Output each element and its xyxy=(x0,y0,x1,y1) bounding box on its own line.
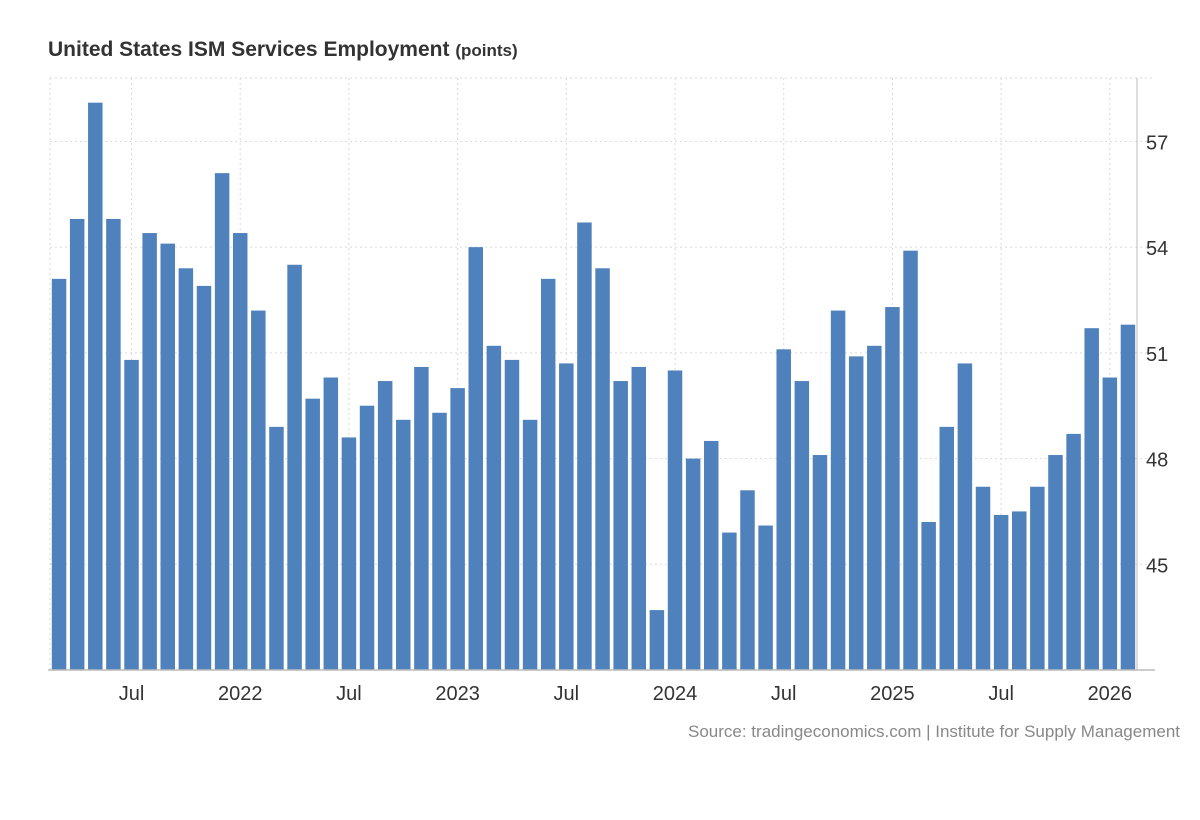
x-tick-label: Jul xyxy=(988,683,1014,705)
bar[interactable]: 2022-01: 54.4 xyxy=(232,233,248,671)
bar[interactable]: 2023-11: 50.6 xyxy=(631,366,647,670)
bar[interactable]: 2023-01: 50 xyxy=(450,388,465,670)
bar[interactable]: 2021-06: 54.8 xyxy=(106,218,121,670)
bar[interactable]: 2025-02: 53.9 xyxy=(903,250,918,671)
bar[interactable]: 2024-06: 46.1 xyxy=(758,525,773,670)
bar[interactable]: 2023-08: 54.7 xyxy=(577,222,592,671)
bar[interactable]: 2024-05: 47.1 xyxy=(740,490,755,670)
bar[interactable]: 2022-09: 50.2 xyxy=(377,381,393,670)
bar[interactable]: 2022-03: 48.9 xyxy=(269,426,284,670)
bar[interactable]: 2021-08: 54.4 xyxy=(142,233,157,671)
bar[interactable]: 2021-03: 53.1 xyxy=(51,278,67,670)
x-tick-labels: Jul 2022 Jul 2023 Jul 2024 Jul 2025 Jul 2026 xyxy=(119,683,1132,705)
source-note: Source: tradingeconomics.com | Institute… xyxy=(688,722,1180,741)
bar[interactable]: 2022-06: 50.3 xyxy=(323,377,339,670)
bar[interactable]: 2022-12: 49.3 xyxy=(432,412,447,670)
bar[interactable]: 2023-02: 54 xyxy=(468,247,483,670)
chart-title-unit: (points) xyxy=(455,41,518,60)
bar[interactable]: 2023-06: 53.1 xyxy=(540,278,556,670)
bar[interactable]: 2021-04: 54.8 xyxy=(69,218,85,670)
bar[interactable]: 2025-01: 52.3 xyxy=(885,307,900,670)
bar[interactable]: 2022-02: 52.2 xyxy=(251,310,266,670)
bar[interactable]: 2024-11: 50.9 xyxy=(848,356,864,670)
y-tick-labels: 45 48 51 54 57 xyxy=(1146,132,1168,577)
bar[interactable]: 2024-07: 51.1 xyxy=(776,349,791,670)
chart-title-text: United States ISM Services Employment xyxy=(48,38,450,61)
bar[interactable]: 2025-08: 46.5 xyxy=(1012,511,1027,670)
y-tick-label: 57 xyxy=(1146,132,1168,154)
bar[interactable]: 2024-04: 45.9 xyxy=(722,532,737,670)
bar[interactable]: 2025-03: 46.2 xyxy=(921,522,936,670)
y-tick-label: 48 xyxy=(1146,450,1168,472)
y-tick-label: 51 xyxy=(1146,344,1168,366)
bar[interactable]: 2026-01: 50.3 xyxy=(1102,377,1118,670)
bar[interactable]: 2021-07: 50.8 xyxy=(124,359,139,670)
bar[interactable]: 2025-07: 46.4 xyxy=(993,514,1009,670)
x-tick-label: 2022 xyxy=(218,683,263,705)
bar[interactable]: 2023-05: 49.1 xyxy=(522,419,538,670)
chart-title: United States ISM Services Employment (p… xyxy=(48,38,518,62)
bar[interactable]: 2025-09: 47.2 xyxy=(1030,486,1045,670)
bar[interactable]: 2023-10: 50.2 xyxy=(613,381,628,670)
bar[interactable]: 2022-05: 49.7 xyxy=(305,398,320,670)
bar[interactable]: 2023-07: 50.7 xyxy=(559,363,574,670)
bar[interactable]: 2021-09: 54.1 xyxy=(160,243,175,670)
bar[interactable]: 2024-08: 50.2 xyxy=(794,381,810,670)
bars-layer: 2021-03: 53.12021-04: 54.82021-05: 58.12… xyxy=(51,102,1136,671)
x-tick-label: 2025 xyxy=(870,683,915,705)
bar[interactable]: 2022-11: 50.6 xyxy=(414,366,429,670)
bar[interactable]: 2022-04: 53.5 xyxy=(287,264,302,670)
bar[interactable]: 2024-01: 50.5 xyxy=(667,370,683,670)
bar[interactable]: 2024-03: 48.5 xyxy=(704,440,719,670)
x-tick-label: 2024 xyxy=(653,683,698,705)
x-tick-label: Jul xyxy=(119,683,145,705)
bar[interactable]: 2023-03: 51.2 xyxy=(486,345,502,670)
bar[interactable]: 2026-02: 51.8 xyxy=(1120,324,1136,670)
x-tick-label: 2023 xyxy=(435,683,480,705)
bar[interactable]: 2021-05: 58.1 xyxy=(88,102,103,671)
y-tick-label: 45 xyxy=(1146,555,1168,577)
bar[interactable]: 2024-09: 48.1 xyxy=(812,455,828,670)
x-tick-label: 2026 xyxy=(1088,683,1133,705)
axis-layer xyxy=(48,78,1155,671)
bar[interactable]: 2022-07: 48.6 xyxy=(341,437,357,670)
bar[interactable]: 2022-08: 49.5 xyxy=(359,405,375,670)
bar[interactable]: 2024-10: 52.2 xyxy=(830,310,846,670)
bar[interactable]: 2025-10: 48.1 xyxy=(1048,455,1063,670)
bar[interactable]: 2023-04: 50.8 xyxy=(504,359,520,670)
bar[interactable]: 2024-12: 51.2 xyxy=(867,345,882,670)
bar[interactable]: 2021-12: 56.1 xyxy=(214,173,230,670)
bar[interactable]: 2023-09: 53.4 xyxy=(595,268,610,670)
y-tick-label: 54 xyxy=(1146,238,1168,260)
bar[interactable]: 2023-12: 43.7 xyxy=(649,610,665,670)
bar[interactable]: 2025-04: 48.9 xyxy=(939,426,955,670)
bar[interactable]: 2021-11: 52.9 xyxy=(196,285,212,670)
x-tick-label: Jul xyxy=(554,683,580,705)
bar[interactable]: 2025-12: 51.7 xyxy=(1084,328,1099,670)
bar[interactable]: 2025-11: 48.7 xyxy=(1066,433,1081,670)
bar[interactable]: 2025-06: 47.2 xyxy=(975,486,991,670)
bar[interactable]: 2022-10: 49.1 xyxy=(396,419,411,670)
bar[interactable]: 2024-02: 48 xyxy=(685,458,701,670)
x-tick-label: Jul xyxy=(771,683,797,705)
bar[interactable]: 2025-05: 50.7 xyxy=(957,363,973,670)
x-tick-label: Jul xyxy=(336,683,362,705)
bar[interactable]: 2021-10: 53.4 xyxy=(178,268,194,670)
